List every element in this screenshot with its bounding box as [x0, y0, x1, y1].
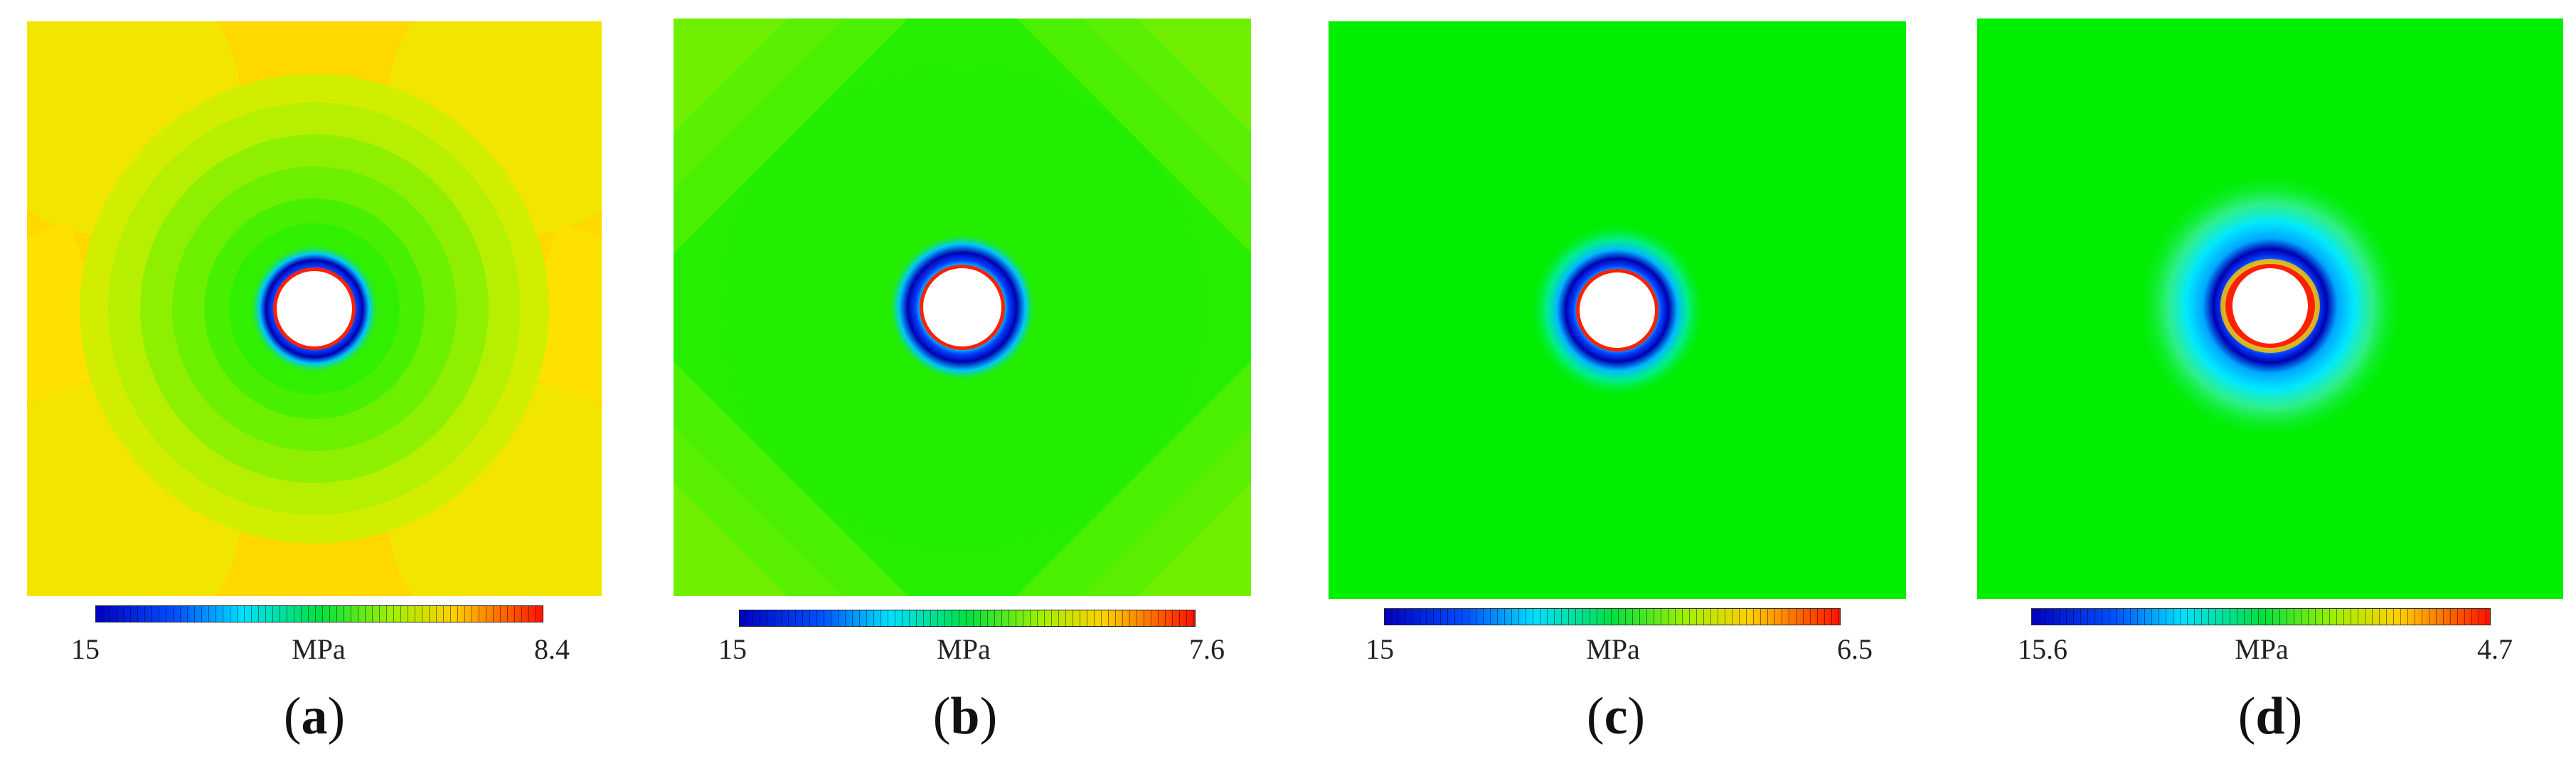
panel-label-close-b: )	[979, 687, 998, 746]
contour-plot-b	[674, 18, 1251, 596]
panel-label-close-c: )	[1627, 687, 1646, 746]
colorbar-unit-d: MPa	[2235, 633, 2289, 665]
colorbar-unit-a: MPa	[292, 633, 346, 665]
panel-d: 15.6 MPa 4.7 (d)	[1936, 0, 2576, 774]
colorbar-min-label-c: 15	[1366, 633, 1394, 665]
colorbar-c	[1384, 608, 1841, 625]
contour-plot-d	[1977, 18, 2563, 599]
panel-c: 15 MPa 6.5 (c)	[1296, 0, 1936, 774]
panel-label-d: (d)	[2238, 686, 2302, 747]
colorbar-max-label-a: 8.4	[534, 633, 570, 665]
colorbar-b	[739, 610, 1196, 627]
colorbar-max-label-d: 4.7	[2477, 633, 2513, 665]
panel-label-letter-b: b	[950, 687, 980, 746]
contour-plot-a	[27, 21, 602, 596]
panel-label-b: (b)	[933, 686, 997, 747]
panel-label-close-d: )	[2284, 687, 2303, 746]
panel-label-open-a: (	[283, 687, 302, 746]
panel-label-letter-a: a	[301, 687, 328, 746]
panel-label-open-d: (	[2237, 687, 2256, 746]
panel-label-c: (c)	[1587, 686, 1645, 747]
panel-label-open-b: (	[932, 687, 951, 746]
panel-a: 15 MPa 8.4 (a)	[0, 0, 640, 774]
panel-label-a: (a)	[284, 686, 345, 747]
panel-label-letter-c: c	[1604, 687, 1628, 746]
panel-label-close-a: )	[327, 687, 346, 746]
colorbar-min-label-d: 15.6	[2018, 633, 2067, 665]
panel-label-letter-d: d	[2255, 687, 2285, 746]
contour-plot-c	[1329, 21, 1906, 599]
colorbar-unit-c: MPa	[1586, 633, 1640, 665]
colorbar-d	[2031, 608, 2491, 625]
colorbar-unit-b: MPa	[937, 633, 991, 665]
colorbar-max-label-c: 6.5	[1837, 633, 1873, 665]
colorbar-a	[95, 605, 543, 622]
panel-b: 15 MPa 7.6 (b)	[644, 0, 1284, 774]
panel-label-open-c: (	[1586, 687, 1604, 746]
colorbar-min-label-a: 15	[71, 633, 100, 665]
colorbar-max-label-b: 7.6	[1189, 633, 1225, 665]
colorbar-min-label-b: 15	[718, 633, 747, 665]
